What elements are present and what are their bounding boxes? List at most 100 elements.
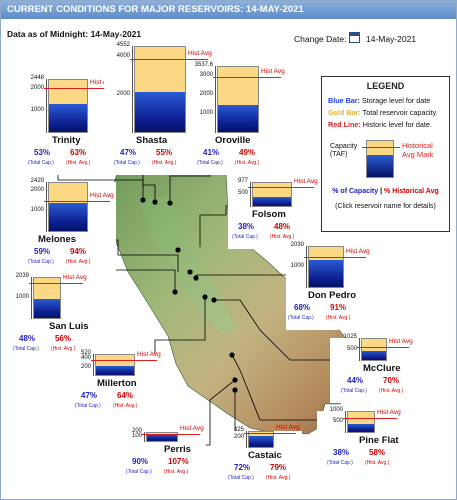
hist-avg-label: Hist Avg <box>377 409 401 417</box>
pct-hist-avg: 107% <box>168 457 189 466</box>
reservoir-name-mcclure[interactable]: McClure <box>363 363 401 374</box>
pct-capacity: 90% <box>132 457 149 466</box>
total-cap-caption: (Total Cap.) <box>288 315 314 321</box>
storage-fill <box>49 202 87 231</box>
reservoir-chart-san-luis: 2039 1000 Hist Avg San Luis 48% 56% (Total Cap… <box>2 273 89 361</box>
reservoir-name-shasta[interactable]: Shasta <box>136 135 168 146</box>
hist-avg-label: Hist Avg <box>90 191 114 199</box>
don-pedro-dot <box>193 275 199 281</box>
reservoir-chart-folsom: 977 500 Hist Avg Folsom 38% 48% (Total Cap.) (H… <box>228 178 320 249</box>
hist-avg-line <box>29 282 83 284</box>
y-tick-label: 2000 <box>30 84 44 91</box>
reservoir-name-folsom[interactable]: Folsom <box>252 209 286 220</box>
y-axis <box>215 66 216 133</box>
total-cap-caption: (Total Cap.) <box>114 160 140 166</box>
y-tick-label: 500 <box>332 418 343 424</box>
reservoir-chart-oroville: 3537.6 3000 2000 1000 Hist Avg Oroville 41% 49%… <box>190 62 287 175</box>
hist-avg-caption: (Hist. Avg.) <box>270 234 295 240</box>
pct-capacity: 41% <box>203 148 220 157</box>
calendar-icon[interactable] <box>349 32 360 43</box>
y-tick-label: 1000 <box>199 110 213 117</box>
reservoir-name-perris[interactable]: Perris <box>164 444 191 455</box>
capacity-bar <box>347 411 375 433</box>
total-cap-caption: (Total Cap.) <box>228 475 254 481</box>
total-cap-caption: (Total Cap.) <box>28 259 54 265</box>
pct-hist-avg: 64% <box>117 391 134 400</box>
reservoir-name-don-pedro[interactable]: Don Pedro <box>308 290 357 301</box>
y-tick-label: 2448 <box>30 75 44 81</box>
total-cap-caption: (Total Cap.) <box>13 346 39 352</box>
reservoir-name-millerton[interactable]: Millerton <box>97 378 137 389</box>
oroville-dot <box>167 200 173 206</box>
san-luis-dot <box>172 289 178 295</box>
y-tick-label: 1000 <box>329 407 343 413</box>
storage-fill <box>362 350 386 360</box>
trinity-dot <box>140 197 146 203</box>
y-axis <box>31 277 32 319</box>
hist-avg-caption: (Hist. Avg.) <box>326 315 351 321</box>
hist-avg-label: Hist Avg <box>63 273 87 281</box>
y-axis <box>250 182 251 207</box>
reservoir-name-pine-flat[interactable]: Pine Flat <box>359 435 399 446</box>
castaic-dot <box>232 387 238 393</box>
change-date-label: Change Date: <box>294 34 347 44</box>
pct-capacity: 72% <box>234 463 251 472</box>
melones-dot <box>187 269 193 275</box>
pct-hist-avg: 91% <box>330 303 347 312</box>
reservoir-name-san-luis[interactable]: San Luis <box>49 321 89 332</box>
perris-dot <box>232 377 238 383</box>
pct-capacity: 59% <box>34 247 51 256</box>
legend-blue-row: Blue Bar: Storage level for date <box>328 96 430 105</box>
capacity-bar <box>146 432 178 442</box>
hist-avg-label: Hist Avg <box>389 337 413 345</box>
hist-avg-label: Hist Avg <box>188 50 212 58</box>
storage-fill <box>147 433 177 441</box>
storage-fill <box>135 92 185 132</box>
mcclure-dot <box>211 297 217 303</box>
y-axis <box>246 431 247 448</box>
storage-fill <box>96 365 134 375</box>
pct-capacity: 47% <box>120 148 137 157</box>
reservoir-name-oroville[interactable]: Oroville <box>215 135 251 146</box>
reservoir-chart-millerton: 520 400 200 Hist Avg Millerton 47% 64% (Total C… <box>75 350 163 418</box>
hist-avg-line <box>44 200 110 202</box>
y-tick-label: 2030 <box>290 242 304 248</box>
y-tick-label: 1000 <box>30 207 44 214</box>
hist-avg-caption: (Hist. Avg.) <box>152 160 177 166</box>
pct-hist-avg: 49% <box>239 148 256 157</box>
y-tick-label: 200 <box>233 433 244 440</box>
storage-fill <box>348 424 374 432</box>
y-tick-label: 4552 <box>116 42 130 48</box>
reservoir-name-trinity[interactable]: Trinity <box>52 135 81 146</box>
legend-box: LEGEND Blue Bar: Storage level for date … <box>321 76 450 232</box>
folsom-dot <box>175 247 181 253</box>
pct-capacity: 53% <box>34 148 51 157</box>
capacity-bar <box>48 182 88 232</box>
legend-gold-row: Gold Bar: Total reservoir capacity. <box>328 108 438 117</box>
y-tick-label: 325 <box>233 427 244 433</box>
legend-click-note: (Click reservoir name for details) <box>335 203 436 210</box>
y-axis <box>46 79 47 133</box>
change-date-value[interactable]: 14-May-2021 <box>366 34 417 44</box>
reservoir-name-melones[interactable]: Melones <box>38 234 77 245</box>
total-cap-caption: (Total Cap.) <box>75 403 101 409</box>
capacity-bar <box>248 431 274 448</box>
legend-sample-bar <box>366 140 394 178</box>
y-tick-label: 977 <box>237 178 248 184</box>
storage-fill <box>309 259 343 287</box>
capacity-bar <box>95 354 135 376</box>
hist-avg-caption: (Hist. Avg.) <box>266 475 291 481</box>
hist-avg-line <box>142 433 200 435</box>
legend-separator: | <box>380 188 383 195</box>
hist-avg-caption: (Hist. Avg.) <box>66 160 91 166</box>
y-tick-label: 200 <box>80 363 91 370</box>
pct-capacity: 47% <box>81 391 98 400</box>
reservoir-name-castaic[interactable]: Castaic <box>248 450 282 461</box>
storage-fill <box>218 105 258 132</box>
reservoir-chart-melones: 2420 2000 1000 Hist Avg Melones 59% 94% (Total … <box>16 178 116 274</box>
y-axis <box>359 338 360 361</box>
y-tick-label: 2039 <box>15 273 29 279</box>
y-tick-label: 2000 <box>199 91 213 98</box>
hist-avg-label: Hist Avg <box>90 78 114 86</box>
hist-avg-label: Hist Avg <box>276 423 300 431</box>
